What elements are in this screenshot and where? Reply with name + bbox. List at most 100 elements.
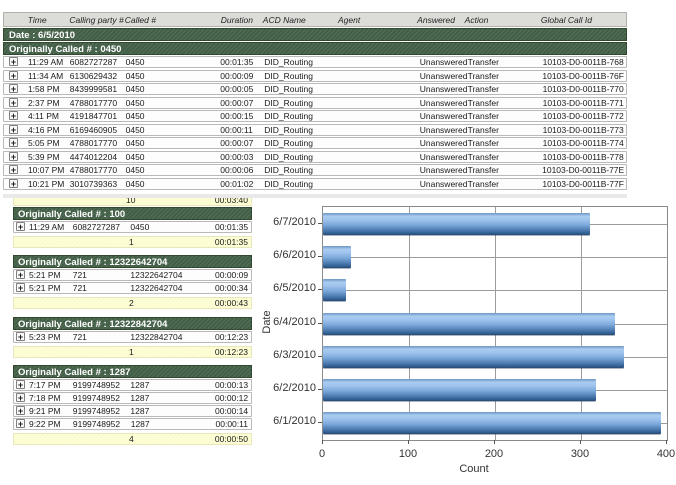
expander-cell: + [4,178,28,189]
cell-duration: 00:00:12 [215,393,249,403]
bar-6-6-2010 [323,246,351,268]
expand-icon[interactable]: + [9,97,18,108]
expand-icon[interactable]: + [9,111,18,121]
cell-called: 12322842704 [130,332,183,342]
x-tick-label: 200 [484,448,504,460]
cell-global_id: 10103-D0-0011B-773 [542,124,624,135]
cell-called: 0450 [125,84,145,94]
call-row: +11:29 AM 6082727287 0450 00:01:35 DID_Routi… [3,56,627,68]
cell-duration: 00:00:03 [220,151,254,162]
group-summary-row: 1 00:01:35 [13,236,252,248]
cell-acd: DID_Routing [264,70,313,81]
expand-icon[interactable]: + [9,84,18,94]
cell-time: 11:29 AM [27,57,64,67]
call-row: +11:29 AM 6082727287 0450 00:01:35 [13,221,252,233]
call-report-grid: Time Calling party # Called # Duration ACD N… [3,12,627,206]
cell-global_id: 10103-D0-0011B-778 [542,151,624,162]
expander-cell: + [14,419,29,429]
cell-answered: Unanswered [419,70,468,81]
expand-icon[interactable]: + [16,332,25,342]
cell-called: 12322642704 [130,283,183,293]
bar-6-1-2010 [323,412,661,434]
expand-icon[interactable]: + [9,124,18,135]
cell-time: 11:29 AM [28,222,65,232]
cell-answered: Unanswered [419,97,468,108]
cell-acd: DID_Routing [264,151,313,162]
horizontal-gridline [323,290,667,291]
sub-group-band: Originally Called # : 12322642704 [13,255,252,268]
cell-time: 9:22 PM [28,419,61,429]
expand-icon[interactable]: + [16,380,25,390]
y-tick [318,223,322,224]
cell-time: 10:21 PM [27,178,65,189]
expand-icon[interactable]: + [9,70,18,81]
group-summary-row: 4 00:00:50 [13,433,252,445]
expand-icon[interactable]: + [16,406,25,416]
expand-icon[interactable]: + [9,138,18,148]
cell-called: 0450 [125,97,145,108]
y-tick [318,256,322,257]
expander-cell: + [4,138,28,148]
horizontal-gridline [323,257,667,258]
cell-calling: 4788017770 [69,165,118,175]
cell-time: 5:23 PM [28,332,61,342]
cell-calling: 8439999581 [69,84,118,94]
cell-called: 12322642704 [130,270,183,280]
y-tick-label: 6/6/2010 [273,249,316,261]
group-band-label: Originally Called # : 0450 [9,44,122,55]
cell-action: Transfer [467,165,499,175]
cell-acd: DID_Routing [264,178,313,189]
call-row: +2:37 PM 4788017770 0450 00:00:07 DID_Routin… [3,96,627,109]
expand-icon[interactable]: + [16,393,25,403]
cell-called: 1287 [130,380,150,390]
column-header-duration: Duration [220,14,253,25]
column-header-global: Global Call Id [540,14,592,25]
expand-icon[interactable]: + [9,57,18,67]
column-header-time: Time [27,14,47,25]
expander-cell: + [14,332,29,342]
expand-icon[interactable]: + [16,283,25,293]
expand-icon[interactable]: + [16,419,25,429]
expander-cell: + [14,406,29,416]
y-tick-label: 6/1/2010 [273,415,316,427]
cell-global_id: 10103-D0-0011B-770 [542,84,624,94]
call-row: +11:34 AM 6130629432 0450 00:00:09 DID_Routi… [3,69,627,82]
call-row: +5:39 PM 4474012204 0450 00:00:03 DID_Routin… [3,150,627,163]
cell-calling: 9199748952 [72,406,120,416]
cell-acd: DID_Routing [264,111,313,121]
bar-6-7-2010 [323,213,590,235]
call-row: +5:21 PM 721 12322642704 00:00:34 [13,282,252,294]
summary-count: 2 [129,298,134,308]
call-row: +10:21 PM 3010739363 0450 00:01:02 DID_Routi… [3,177,627,190]
expand-icon[interactable]: + [16,222,25,232]
cell-acd: DID_Routing [264,165,313,175]
cell-answered: Unanswered [419,178,468,189]
bar-6-3-2010 [323,346,624,368]
expand-icon[interactable]: + [9,178,18,189]
cell-duration: 00:00:06 [220,165,254,175]
cell-time: 4:16 PM [27,124,60,135]
cell-action: Transfer [467,97,499,108]
expand-icon[interactable]: + [16,270,25,280]
y-tick-label: 6/3/2010 [273,349,316,361]
expand-icon[interactable]: + [9,151,18,162]
cell-time: 1:58 PM [27,84,60,94]
cell-called: 0450 [125,57,145,67]
sub-group-section: Originally Called # : 12322642704 +5:21 P… [13,255,252,309]
expander-cell: + [4,70,28,81]
cell-calling: 4788017770 [69,97,118,108]
expander-cell: + [14,393,29,403]
cell-called: 1287 [130,406,150,416]
expander-cell: + [4,84,28,94]
cell-calling: 721 [72,283,87,293]
cell-calling: 6130629432 [69,70,118,81]
cell-action: Transfer [467,151,499,162]
expander-cell: + [4,57,28,67]
expand-icon[interactable]: + [9,165,18,175]
cell-action: Transfer [467,111,499,121]
date-group-band: Date : 6/5/2010 [3,28,627,41]
cell-calling: 6082727287 [72,222,120,232]
call-row: +7:17 PM 9199748952 1287 00:00:13 [13,379,252,391]
summary-total-duration: 00:12:23 [214,347,248,357]
column-header-action: Action [464,14,489,25]
